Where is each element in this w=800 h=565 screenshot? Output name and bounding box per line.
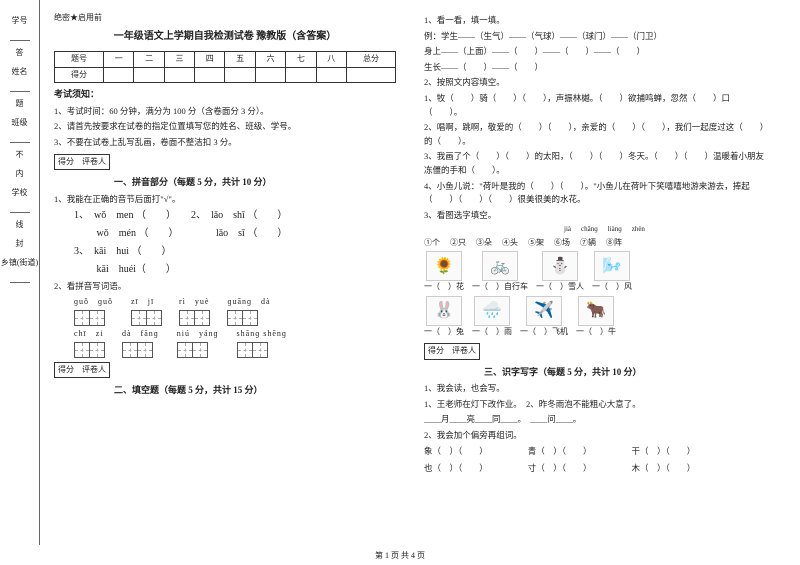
r-ex2: 身上——（上面）——（ ）——（ ）——（ ）: [424, 45, 766, 59]
q1-2: 2、看拼音写词语。: [54, 280, 396, 294]
r-q3: 3、看图选字填空。: [424, 209, 766, 223]
grade-box-2: 得分 评卷人: [54, 362, 110, 379]
pinyin-1a: 1、 wǒ men （ ） 2、 lǎo shī （ ）: [74, 208, 396, 224]
wind-icon: 🌬️: [594, 251, 630, 281]
char-row-2: 也（ ）（ ）寸（ ）（ ）木（ ）（ ）: [424, 462, 766, 476]
section-2-title: 二、填空题（每题 5 分，共计 15 分）: [114, 383, 396, 397]
spine-marker-2: 题: [16, 98, 24, 109]
spine-marker-3: 不: [16, 149, 24, 160]
r-f2: 2、唱啊，跳啊，敬爱的（ ）（ ），亲爱的（ ）（ ），我们一起度过这（ ）的（…: [424, 121, 766, 148]
spine-label-1: 乡镇(街道): [1, 257, 38, 268]
r-f1: 1、牧（ ）骑（ ）（ ），声振林樾。（ ）欲捕鸣蝉，忽然（ ）口（ ）。: [424, 92, 766, 119]
pic-row-1: 🌻一（ ）花 🚲一（ ）自行车 ⛄一（ ）雪人 🌬️一（ ）风: [424, 251, 766, 294]
spine-label-4: 姓名: [12, 66, 28, 77]
spine-marker-5: 线: [16, 219, 24, 230]
pinyin-3a: 3、 kāi huì （ ）: [74, 244, 396, 260]
spine-label-3: 班级: [12, 117, 28, 128]
r-f4: 4、小鱼儿说："荷叶是我的（ ）（ ）。"小鱼儿在荷叶下笑嘻嘻地游来游去，捧起（…: [424, 180, 766, 207]
bicycle-icon: 🚲: [482, 251, 518, 281]
r-q2: 2、按照文内容填空。: [424, 76, 766, 90]
section-1-title: 一、拼音部分（每题 5 分，共计 10 分）: [114, 175, 396, 189]
notice-head: 考试须知：: [54, 87, 396, 101]
spine-label-5: 学号: [12, 15, 28, 26]
r-ex3: 生长——（ ）——（ ）: [424, 61, 766, 75]
mw-pinyin-row: jiàchǎnɡliànɡzhèn: [564, 224, 766, 235]
tian-row-1: ɡuǒ ɡuǒ zī jī rì yuè ɡuānɡ dà: [74, 296, 396, 326]
r-ex1: 例：学生——（生气）——（气球）——（球门）——（门卫）: [424, 30, 766, 44]
notice-3: 3、不要在试卷上乱写乱画，卷面不整洁扣 3 分。: [54, 136, 396, 150]
s1: 1、王老师在灯下改作业。 2、昨冬雨泡不能粗心大意了。: [424, 398, 766, 412]
q3-1: 1、我会读，也会写。: [424, 382, 766, 396]
r-q1: 1、看一看，填一填。: [424, 14, 766, 28]
spine-marker-1: 答: [16, 47, 24, 58]
page-footer: 第 1 页 共 4 页: [0, 550, 800, 561]
notice-2: 2、请首先按要求在试卷的指定位置填写您的姓名、班级、学号。: [54, 120, 396, 134]
s1b: ____月____亮____同____。 ____问____。: [424, 413, 766, 427]
snowman-icon: ⛄: [542, 251, 578, 281]
q3-2: 2、我会加个偏旁再组词。: [424, 429, 766, 443]
pinyin-1b: wǒ mén （ ） lǎo sī （ ）: [74, 226, 396, 242]
grade-box-1: 得分 评卷人: [54, 154, 110, 171]
exam-title: 一年级语文上学期自我检测试卷 豫教版（含答案）: [54, 29, 396, 45]
rain-icon: 🌧️: [474, 296, 510, 326]
plane-icon: ✈️: [526, 296, 562, 326]
left-column: 绝密★启用前 一年级语文上学期自我检测试卷 豫教版（含答案） 题号一二三四五六七…: [40, 0, 410, 545]
sunflower-icon: 🌻: [426, 251, 462, 281]
confidential-label: 绝密★启用前: [54, 12, 396, 25]
spine-marker-4: 内: [16, 168, 24, 179]
rabbit-icon: 🐰: [426, 296, 462, 326]
section-3-title: 三、识字写字（每题 5 分，共计 10 分）: [484, 365, 766, 379]
char-row-1: 象（ ）（ ）青（ ）（ ）干（ ）（ ）: [424, 445, 766, 459]
binding-spine: 学号 答 姓名 题 班级 不 内 学校 线 封 乡镇(街道): [0, 0, 40, 545]
measure-word-options: ①个②只③朵④头⑤架⑥场⑦辆⑧阵: [424, 237, 766, 250]
score-table: 题号一二三四五六七八总分 得分: [54, 51, 396, 84]
q1-1: 1、我能在正确的音节后面打"√"。: [54, 193, 396, 207]
pinyin-3b: kāi huéi（ ）: [74, 262, 396, 278]
spine-label-2: 学校: [12, 187, 28, 198]
ox-icon: 🐂: [578, 296, 614, 326]
grade-box-3: 得分 评卷人: [424, 343, 480, 360]
r-f3: 3、我画了个（ ）（ ）的太阳，（ ）（ ）冬天。（ ）（ ）温暖着小朋友冻僵的…: [424, 150, 766, 177]
right-column: 1、看一看，填一填。 例：学生——（生气）——（气球）——（球门）——（门卫） …: [410, 0, 780, 545]
tian-row-2: chī zi dà fānɡ niú yánɡ shānɡ shēnɡ: [74, 328, 396, 358]
notice-1: 1、考试时间：60 分钟，满分为 100 分（含卷面分 3 分）。: [54, 105, 396, 119]
pic-row-2: 🐰一（ ）兔 🌧️一（ ）雨 ✈️一（ ）飞机 🐂一（ ）牛: [424, 296, 766, 339]
spine-marker-6: 封: [16, 238, 24, 249]
